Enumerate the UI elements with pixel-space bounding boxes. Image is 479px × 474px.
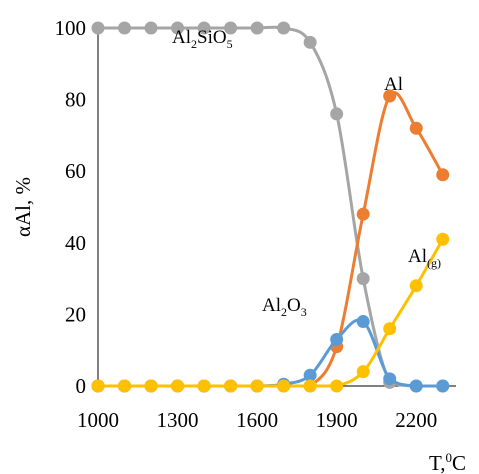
y-tick-label: 60	[65, 159, 86, 183]
data-point-al2sio5	[277, 21, 291, 35]
data-point-al2o3	[383, 372, 397, 386]
labels-layer: Al2SiO5 Al Al2O3 Al(g)	[172, 27, 441, 319]
data-point-al-g	[330, 379, 344, 393]
series-label-al2o3: Al2O3	[262, 295, 307, 319]
data-point-al2sio5	[144, 21, 158, 35]
data-point-al2sio5	[197, 21, 211, 35]
x-tick-label: 1600	[236, 408, 278, 432]
x-tick-label: 1900	[316, 408, 358, 432]
data-point-al2sio5	[91, 21, 105, 35]
data-point-al-g	[277, 379, 291, 393]
x-tick-label: 1000	[77, 408, 119, 432]
data-point-al2o3	[409, 379, 423, 393]
data-point-al-g	[171, 379, 185, 393]
series-line-al	[98, 91, 445, 388]
x-axis-label: T,0C	[429, 450, 466, 474]
data-point-al-g	[144, 379, 158, 393]
data-point-al-g	[436, 232, 450, 246]
data-point-al-g	[197, 379, 211, 393]
y-tick-label: 20	[65, 302, 86, 326]
data-point-al2sio5	[250, 21, 264, 35]
x-tick-label: 1300	[157, 408, 199, 432]
data-point-al-g	[409, 279, 423, 293]
series-layer	[91, 21, 450, 393]
data-point-al	[356, 207, 370, 221]
x-tick-label: 2200	[395, 408, 437, 432]
data-point-al2sio5	[224, 21, 238, 35]
data-point-al2sio5	[356, 272, 370, 286]
data-point-al2sio5	[303, 35, 317, 49]
y-tick-label: 80	[65, 88, 86, 112]
data-point-al-g	[383, 322, 397, 336]
y-tick-label: 0	[76, 374, 87, 398]
data-point-al-g	[91, 379, 105, 393]
series-label-al-g: Al(g)	[408, 246, 441, 270]
data-point-al2sio5	[330, 107, 344, 121]
data-point-al-g	[303, 379, 317, 393]
data-point-al2sio5	[171, 21, 185, 35]
data-point-al2sio5	[118, 21, 132, 35]
data-point-al-g	[250, 379, 264, 393]
data-point-al2o3	[356, 315, 370, 329]
data-point-al-g	[224, 379, 238, 393]
y-tick-label: 100	[55, 16, 87, 40]
y-axis-label: αAl, %	[11, 177, 35, 237]
data-point-al2o3	[330, 332, 344, 346]
series-label-al2sio5: Al2SiO5	[172, 27, 233, 51]
data-point-al	[409, 121, 423, 135]
data-point-al2o3	[436, 379, 450, 393]
y-tick-label: 40	[65, 231, 86, 255]
data-point-al-g	[356, 365, 370, 379]
data-point-al	[436, 168, 450, 182]
axes: 0 20 40 60 80 100 1000 1300 1600 1900 2200 αAl, % T,…	[11, 16, 466, 474]
series-label-al: Al	[384, 74, 403, 95]
data-point-al-g	[118, 379, 132, 393]
data-point-al	[383, 89, 397, 103]
data-point-al2o3	[303, 368, 317, 382]
